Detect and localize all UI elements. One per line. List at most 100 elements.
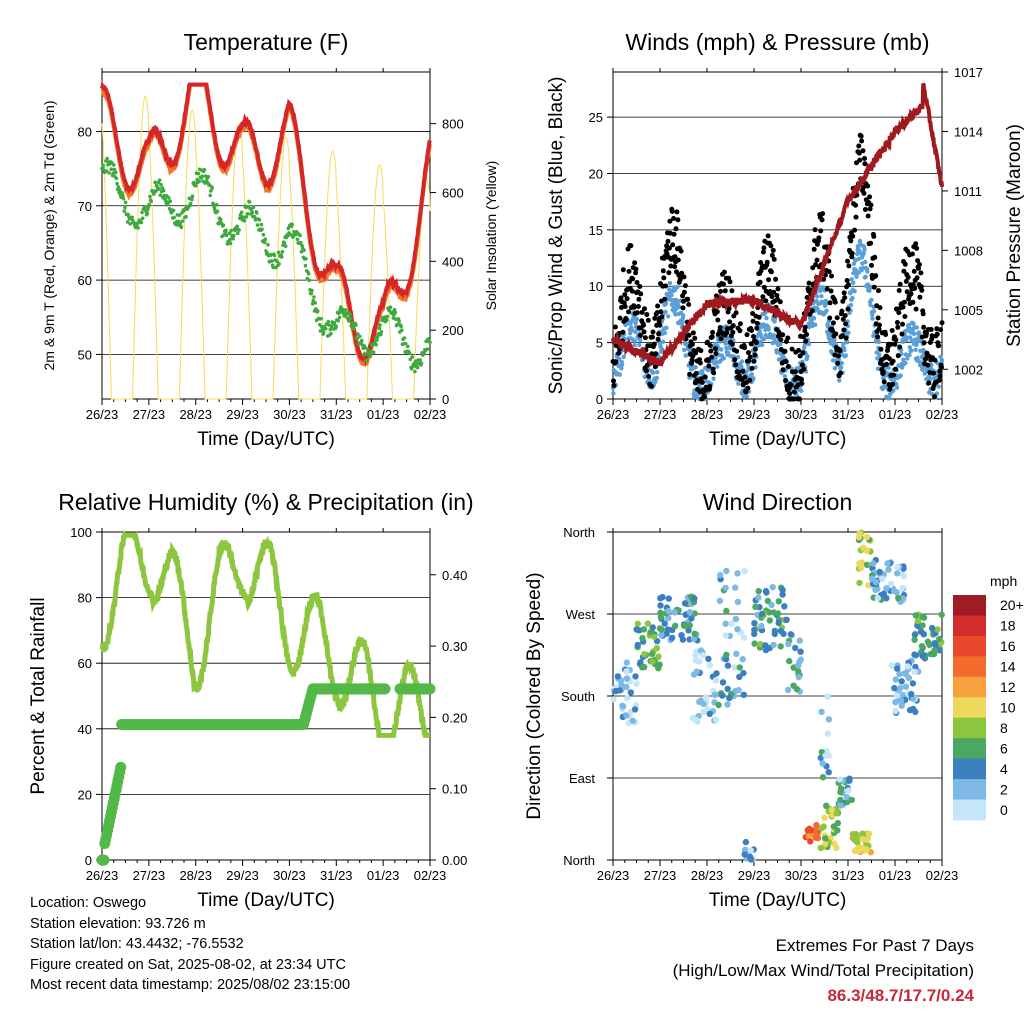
dewpoint-point <box>136 226 140 230</box>
wind-gust-point <box>791 389 797 395</box>
direction-point <box>786 657 793 665</box>
winds-ytick-label: 20 <box>589 166 603 181</box>
wind-speed-point <box>832 366 838 371</box>
dewpoint-point <box>385 314 390 319</box>
wind-speed-point <box>891 388 896 393</box>
direction-point <box>722 632 729 639</box>
wind-speed-point <box>871 309 877 314</box>
direction-point <box>685 627 692 634</box>
wind-gust-point <box>934 326 940 332</box>
wind-gust-point <box>724 330 730 336</box>
wind-gust-point <box>802 324 808 330</box>
wind-gust-point <box>763 298 769 304</box>
temperature-xtick-label: 28/23 <box>179 407 212 422</box>
wind-gust-point <box>686 302 692 307</box>
direction-point <box>777 643 784 650</box>
direction-point <box>736 664 743 671</box>
direction-point <box>649 624 656 631</box>
wind-gust-point <box>865 183 871 189</box>
wind-gust-point <box>638 291 644 297</box>
wind-gust-point <box>886 356 892 362</box>
wind-speed-point <box>915 355 920 361</box>
wind-speed-point <box>721 356 726 361</box>
dewpoint-point <box>277 262 281 266</box>
direction-point <box>740 634 748 641</box>
wind-gust-point <box>830 328 835 334</box>
direction-point <box>897 697 905 704</box>
winds-ytick-label: 10 <box>589 279 603 294</box>
direction-point <box>779 587 786 594</box>
wind-speed-point <box>619 366 624 371</box>
wind-gust-point <box>903 278 909 284</box>
wind-gust-point <box>754 325 760 331</box>
wind-gust-point <box>833 331 839 337</box>
direction-point <box>623 659 631 666</box>
wind-gust-point <box>740 368 746 374</box>
wind-speed-point <box>736 381 741 386</box>
colorbar-label: 18 <box>1000 618 1016 634</box>
extremes-values: 86.3/48.7/17.7/0.24 <box>827 986 974 1005</box>
dewpoint-point <box>245 212 250 216</box>
humidity-ylabel: Percent & Total Rainfall <box>28 597 49 794</box>
precipitation-point <box>98 854 110 866</box>
wind-speed-point <box>845 340 850 345</box>
wind-gust-point <box>662 296 668 302</box>
direction-point <box>805 833 812 840</box>
wind-gust-point <box>928 327 934 332</box>
wind-speed-point <box>715 364 720 369</box>
colorbar-label: 8 <box>1000 720 1008 736</box>
wind-gust-point <box>658 309 664 315</box>
direction-point <box>914 617 922 624</box>
direction-point <box>614 673 622 680</box>
wind-speed-point <box>870 316 875 321</box>
direction-point <box>880 590 888 597</box>
dewpoint-point <box>188 201 193 206</box>
wind-speed-point <box>914 325 919 330</box>
dewpoint-point <box>203 174 208 178</box>
humidity-y2tick-label: 0.00 <box>442 853 467 868</box>
direction-xtick-label: 29/23 <box>738 868 771 883</box>
direction-point <box>817 844 824 852</box>
wind-gust-point <box>876 326 882 332</box>
wind-gust-point <box>721 269 727 275</box>
wind-gust-point <box>724 326 730 332</box>
dewpoint-point <box>276 250 281 255</box>
direction-point <box>911 631 919 638</box>
direction-point <box>863 846 870 853</box>
wind-gust-point <box>845 306 851 312</box>
dewpoint-point <box>329 324 334 329</box>
winds-ytick-label: 15 <box>589 223 603 238</box>
direction-point <box>919 613 926 620</box>
wind-gust-point <box>796 347 802 353</box>
dewpoint-point <box>180 219 185 223</box>
wind-speed-point <box>938 354 943 360</box>
wind-gust-point <box>832 299 838 305</box>
direction-point <box>892 699 899 706</box>
direction-point <box>793 685 800 693</box>
direction-point <box>632 673 639 680</box>
humidity-ytick-label: 80 <box>78 591 92 606</box>
direction-point <box>692 652 699 659</box>
wind-gust-point <box>877 305 883 311</box>
wind-gust-point <box>672 264 678 270</box>
wind-gust-point <box>884 361 889 367</box>
direction-point <box>822 752 829 759</box>
wind-gust-point <box>869 262 874 268</box>
wind-gust-point <box>913 241 919 247</box>
wind-gust-point <box>639 309 645 315</box>
direction-point <box>870 560 877 567</box>
wind-speed-point <box>654 375 660 381</box>
wind-gust-point <box>669 208 675 214</box>
wind-gust-point <box>873 273 879 279</box>
wind-gust-point <box>927 370 933 375</box>
dewpoint-point <box>263 237 268 241</box>
colorbar-label: 14 <box>1000 659 1016 675</box>
dewpoint-point <box>298 233 302 238</box>
direction-point <box>892 707 899 715</box>
direction-point <box>796 637 803 644</box>
wind-speed-point <box>811 316 817 321</box>
precipitation-point <box>115 761 127 773</box>
dewpoint-point <box>285 234 290 238</box>
direction-point <box>908 690 915 698</box>
dewpoint-point <box>140 216 145 221</box>
